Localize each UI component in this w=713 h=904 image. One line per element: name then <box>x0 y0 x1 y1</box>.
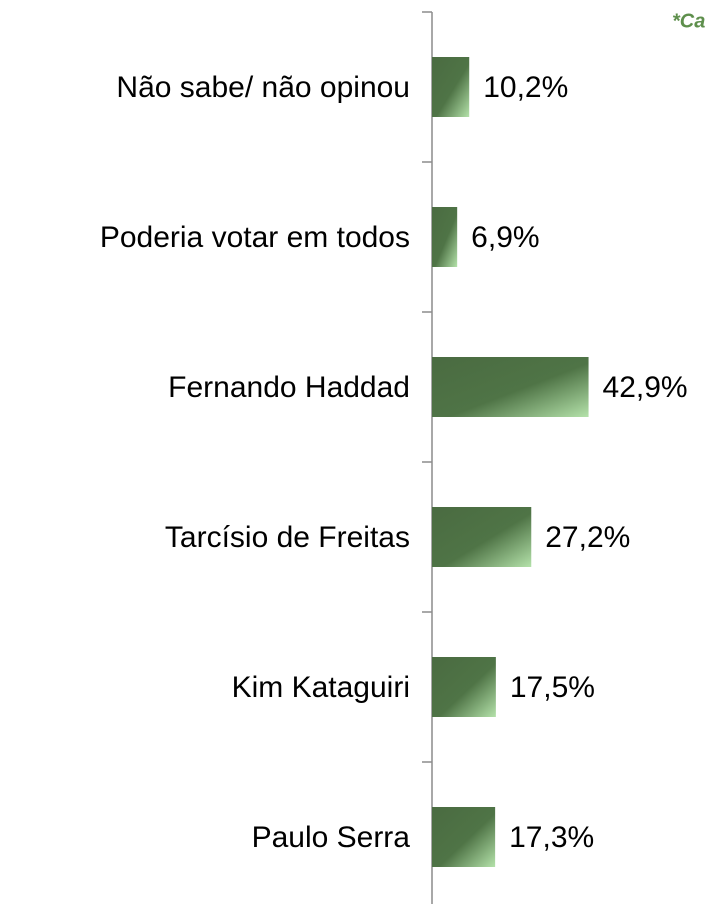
value-label: 27,2% <box>545 521 630 554</box>
bar <box>432 507 532 567</box>
bar <box>432 207 458 267</box>
bar <box>432 57 470 117</box>
category-label: Poderia votar em todos <box>100 221 410 254</box>
category-label: Tarcísio de Freitas <box>165 521 410 554</box>
category-label: Não sabe/ não opinou <box>116 71 410 104</box>
category-label: Fernando Haddad <box>168 371 410 404</box>
value-label: 42,9% <box>603 371 688 404</box>
bar <box>432 657 496 717</box>
value-label: 17,3% <box>509 821 594 854</box>
annotation: *Ca <box>672 10 705 32</box>
value-label: 17,5% <box>510 671 595 704</box>
category-label: Kim Kataguiri <box>232 671 410 704</box>
bar <box>432 357 589 417</box>
value-label: 6,9% <box>471 221 539 254</box>
value-label: 10,2% <box>483 71 568 104</box>
category-label: Paulo Serra <box>252 821 411 854</box>
bar <box>432 807 496 867</box>
